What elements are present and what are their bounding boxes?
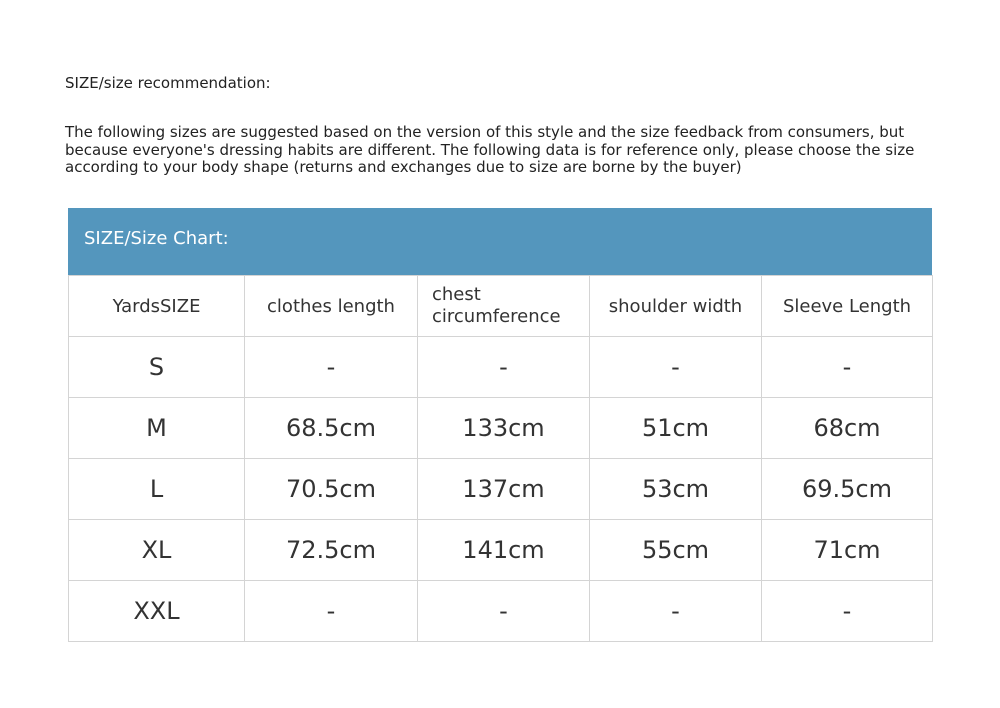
table-cell: 69.5cm [761, 458, 933, 520]
table-cell: - [589, 336, 762, 398]
table-cell: - [417, 336, 590, 398]
table-cell: M [68, 397, 245, 459]
table-cell: - [244, 336, 418, 398]
column-header: shoulder width [589, 275, 762, 337]
table-cell: 141cm [417, 519, 590, 581]
table-cell: - [761, 336, 933, 398]
table-row: S---- [68, 336, 933, 398]
table-cell: - [761, 580, 933, 642]
table-cell: 55cm [589, 519, 762, 581]
column-header: Sleeve Length [761, 275, 933, 337]
table-cell: - [244, 580, 418, 642]
column-header: chest circumference [417, 275, 590, 337]
table-cell: 72.5cm [244, 519, 418, 581]
table-cell: - [417, 580, 590, 642]
page-title: SIZE/size recommendation: [65, 74, 271, 92]
table-cell: 53cm [589, 458, 762, 520]
column-header: clothes length [244, 275, 418, 337]
table-cell: S [68, 336, 245, 398]
table-cell: 137cm [417, 458, 590, 520]
table-cell: 70.5cm [244, 458, 418, 520]
size-chart-title: SIZE/Size Chart: [84, 228, 229, 249]
table-row: XXL - - - - [68, 580, 933, 642]
table-cell: 133cm [417, 397, 590, 459]
size-table: YardsSIZE clothes length chest circumfer… [68, 275, 933, 642]
column-header: YardsSIZE [68, 275, 245, 337]
table-row: M 68.5cm 133cm 51cm 68cm [68, 397, 933, 459]
intro-text: The following sizes are suggested based … [65, 123, 915, 176]
size-chart-header: SIZE/Size Chart: [68, 208, 932, 275]
table-cell: - [589, 580, 762, 642]
table-row: XL 72.5cm 141cm 55cm 71cm [68, 519, 933, 581]
table-header-row: YardsSIZE clothes length chest circumfer… [68, 275, 933, 337]
table-cell: 71cm [761, 519, 933, 581]
table-cell: L [68, 458, 245, 520]
table-row: L 70.5cm 137cm 53cm 69.5cm [68, 458, 933, 520]
table-cell: XXL [68, 580, 245, 642]
table-cell: 68.5cm [244, 397, 418, 459]
table-cell: 51cm [589, 397, 762, 459]
table-cell: XL [68, 519, 245, 581]
table-cell: 68cm [761, 397, 933, 459]
